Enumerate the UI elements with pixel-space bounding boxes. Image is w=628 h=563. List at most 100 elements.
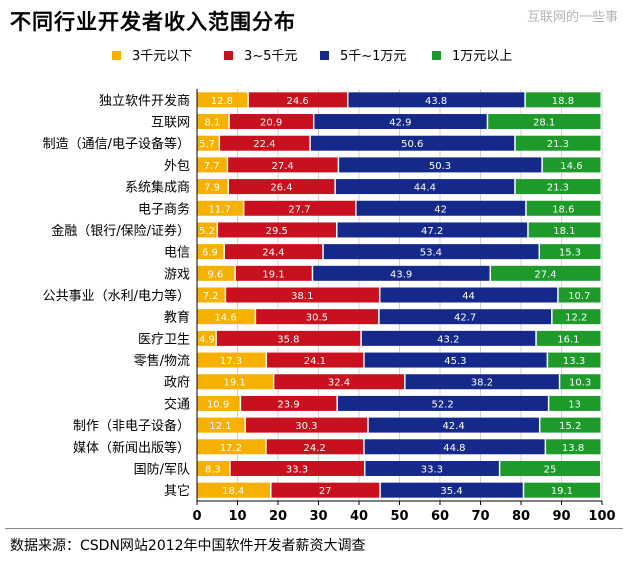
data-label: 38.1 bbox=[291, 291, 313, 302]
data-label: 17.2 bbox=[220, 443, 242, 454]
data-label: 38.2 bbox=[471, 378, 493, 389]
data-label: 43.9 bbox=[390, 269, 412, 280]
legend-swatch bbox=[112, 51, 121, 60]
x-tick-label: 60 bbox=[431, 509, 449, 524]
bar-segment bbox=[488, 114, 601, 130]
category-label: 独立软件开发商 bbox=[99, 93, 190, 109]
bar-segment bbox=[515, 179, 601, 195]
data-label: 19.1 bbox=[551, 486, 573, 497]
data-label: 23.9 bbox=[277, 399, 299, 410]
chart-title: 不同行业开发者收入范围分布 bbox=[10, 9, 296, 34]
bar-segment bbox=[197, 287, 225, 303]
bar-segment bbox=[197, 114, 229, 130]
bar-segment bbox=[542, 157, 601, 173]
data-label: 18.1 bbox=[553, 226, 575, 237]
data-label: 17.3 bbox=[220, 356, 242, 367]
data-label: 19.1 bbox=[224, 378, 246, 389]
x-tick-label: 20 bbox=[269, 509, 287, 524]
bar-segment bbox=[197, 374, 273, 390]
category-label: 外包 bbox=[164, 159, 190, 174]
bar-segment bbox=[348, 92, 525, 108]
bar-segment bbox=[361, 330, 536, 346]
data-label: 25 bbox=[544, 464, 557, 475]
data-label: 27.4 bbox=[534, 269, 556, 280]
data-label: 47.2 bbox=[421, 226, 443, 237]
bar-segment bbox=[405, 374, 559, 390]
bar-segment bbox=[339, 157, 542, 173]
bar-segment bbox=[313, 265, 490, 281]
data-label: 42.9 bbox=[389, 118, 411, 129]
data-label: 33.3 bbox=[421, 464, 443, 475]
bar-segment bbox=[197, 330, 216, 346]
bar-segment bbox=[197, 352, 266, 368]
category-label: 教育 bbox=[164, 310, 190, 326]
bar-segment bbox=[380, 482, 523, 498]
data-label: 50.3 bbox=[429, 161, 451, 172]
data-label: 16.1 bbox=[557, 334, 579, 345]
bar-segment bbox=[197, 200, 243, 216]
legend-swatch bbox=[432, 51, 441, 60]
data-label: 8.1 bbox=[204, 118, 220, 129]
bar-segment bbox=[515, 135, 601, 151]
category-label: 政府 bbox=[164, 376, 190, 391]
bar-segment bbox=[197, 179, 228, 195]
data-label: 42 bbox=[434, 204, 447, 215]
data-label: 19.1 bbox=[262, 269, 284, 280]
x-tick-label: 70 bbox=[471, 509, 489, 524]
bar-segment bbox=[197, 482, 271, 498]
bar-segment bbox=[244, 200, 356, 216]
data-label: 43.8 bbox=[425, 96, 447, 107]
category-label: 电子商务 bbox=[138, 201, 190, 217]
bar-segment bbox=[540, 417, 601, 433]
bar-segment bbox=[230, 460, 364, 476]
legend-label: 3~5千元 bbox=[244, 49, 297, 64]
data-label: 42.4 bbox=[442, 421, 464, 432]
data-label: 11.7 bbox=[209, 204, 231, 215]
bar-segment bbox=[226, 287, 379, 303]
bar-segment bbox=[228, 179, 335, 195]
data-label: 8.3 bbox=[205, 464, 221, 475]
data-label: 45.3 bbox=[444, 356, 466, 367]
bar-segment bbox=[271, 482, 380, 498]
data-label: 15.3 bbox=[559, 248, 581, 259]
legend-label: 3千元以下 bbox=[132, 49, 192, 64]
data-label: 18.4 bbox=[222, 486, 244, 497]
bar-segment bbox=[224, 244, 323, 260]
bar-segment bbox=[558, 287, 601, 303]
bar-segment bbox=[365, 460, 499, 476]
bar-segment bbox=[356, 200, 526, 216]
bar-segment bbox=[335, 179, 515, 195]
legend-swatch bbox=[224, 51, 233, 60]
category-label: 医疗卫生 bbox=[138, 332, 190, 347]
bar-segment bbox=[216, 330, 361, 346]
bar-segment bbox=[337, 395, 548, 411]
x-tick-label: 100 bbox=[588, 509, 615, 524]
legend-label: 1万元以上 bbox=[452, 49, 512, 64]
bar-segment bbox=[526, 200, 601, 216]
data-label: 32.4 bbox=[328, 378, 350, 389]
x-tick-label: 50 bbox=[390, 509, 408, 524]
data-label: 24.1 bbox=[304, 356, 326, 367]
bar-segment bbox=[552, 309, 601, 325]
data-label: 22.4 bbox=[253, 139, 275, 150]
data-label: 12.1 bbox=[209, 421, 231, 432]
category-label: 制作（非电子设备） bbox=[73, 418, 190, 434]
data-label: 4.9 bbox=[199, 334, 215, 345]
bar-segment bbox=[197, 460, 230, 476]
category-label: 其它 bbox=[164, 483, 190, 499]
bar-segment bbox=[197, 395, 240, 411]
data-label: 14.6 bbox=[560, 161, 582, 172]
bar-segment bbox=[546, 439, 601, 455]
data-label: 30.3 bbox=[295, 421, 317, 432]
category-label: 国防/军队 bbox=[134, 461, 190, 477]
data-label: 35.4 bbox=[440, 486, 462, 497]
footer-divider bbox=[5, 528, 623, 529]
bar-segment bbox=[540, 244, 601, 260]
bar-segment bbox=[548, 352, 601, 368]
data-label: 13.3 bbox=[563, 356, 585, 367]
bar-segment bbox=[228, 157, 338, 173]
bar-segment bbox=[197, 439, 266, 455]
data-label: 12.8 bbox=[211, 96, 233, 107]
bar-segment bbox=[229, 114, 313, 130]
